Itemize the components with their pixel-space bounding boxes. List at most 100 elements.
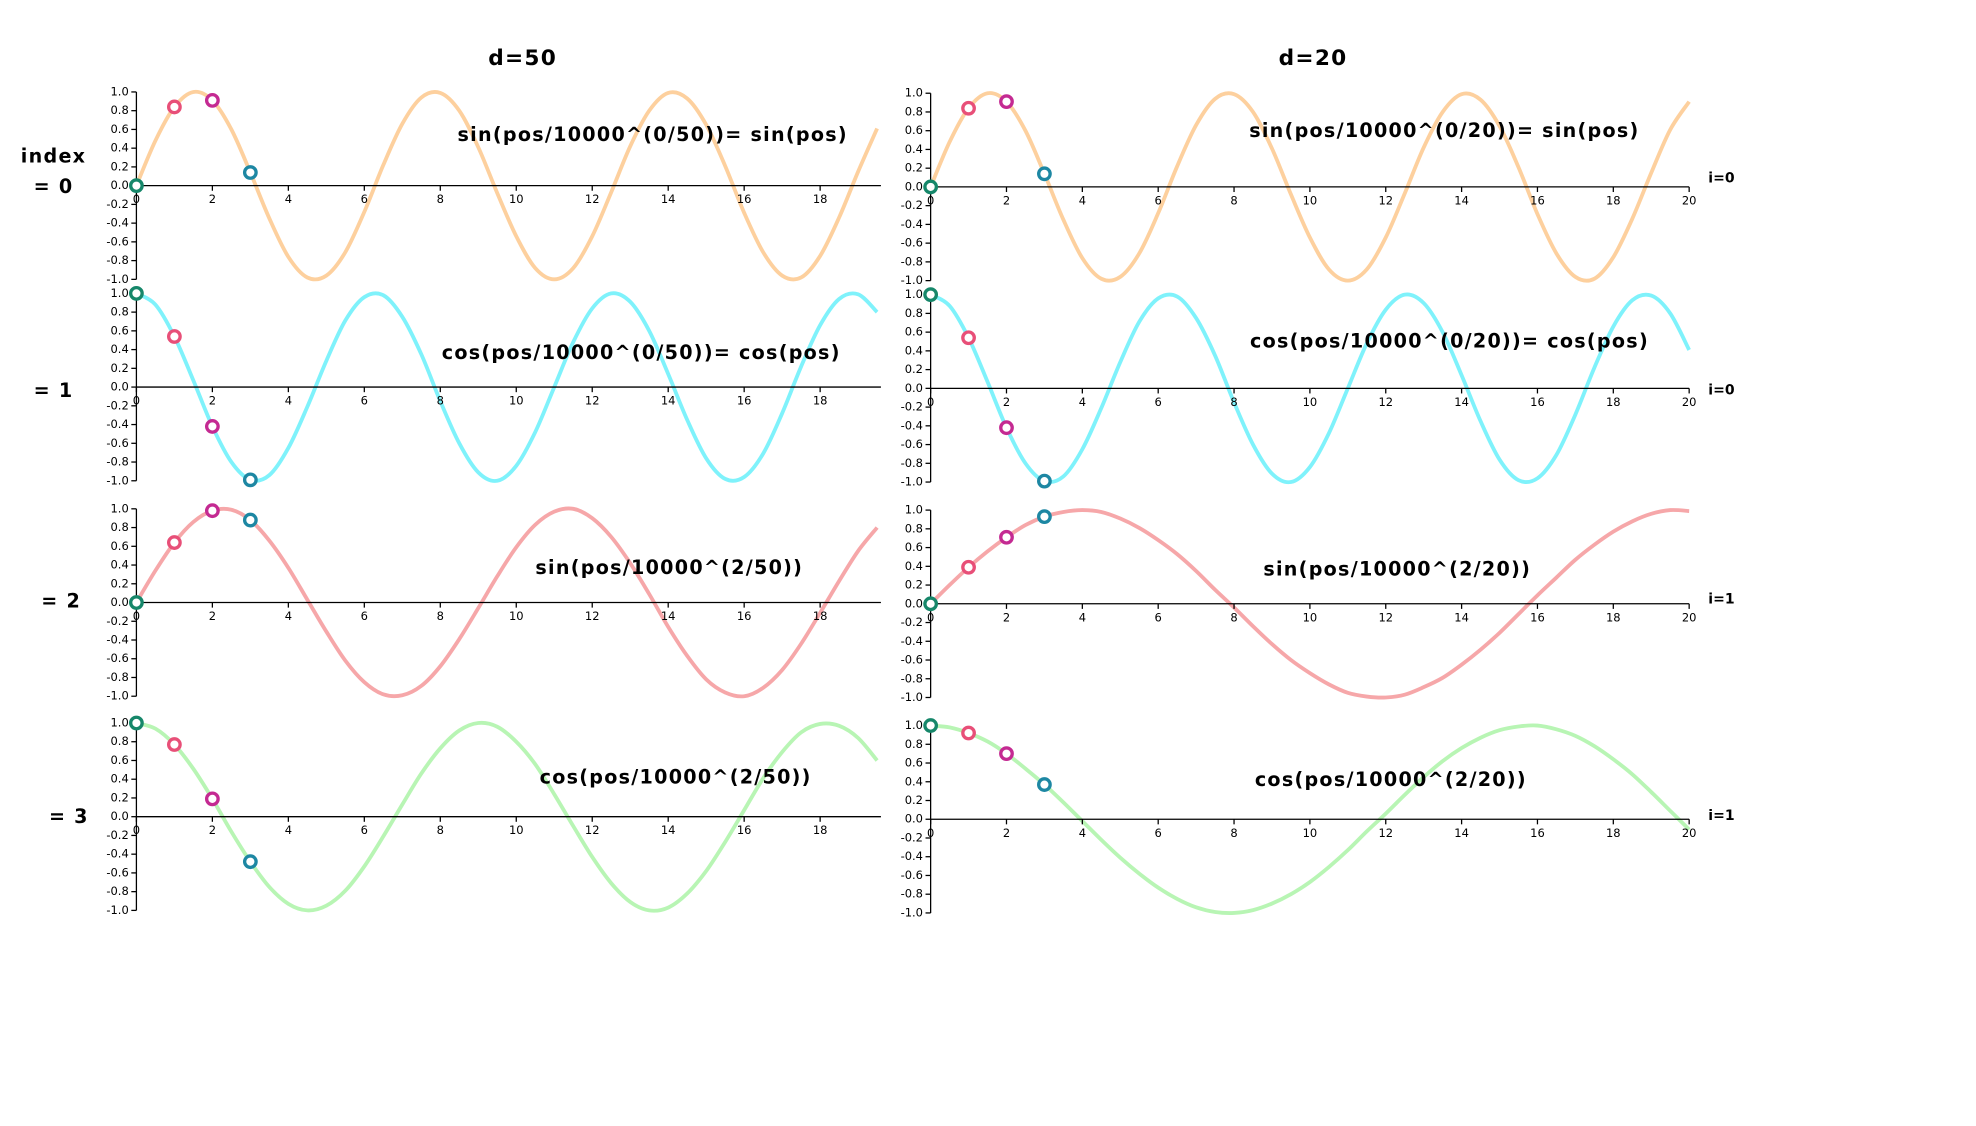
x-tick-label: 20 (1682, 610, 1697, 624)
point-marker (242, 165, 258, 180)
x-tick-label: 12 (585, 823, 600, 837)
column-title: d=50 (488, 46, 557, 71)
y-tick-label: -0.8 (901, 887, 923, 901)
formula-annotation: cos(pos/10000^(0/50))= cos(pos) (442, 341, 841, 364)
y-tick-label: 0.2 (111, 790, 129, 804)
y-tick-label: 0.2 (111, 576, 129, 590)
formula-annotation: sin(pos/10000^(0/50))= sin(pos) (458, 123, 848, 146)
point-marker (204, 419, 220, 434)
y-tick-label: 1.0 (111, 84, 129, 98)
x-tick-label: 2 (1003, 610, 1010, 624)
point-marker (166, 99, 182, 115)
y-tick-label: 0.4 (905, 343, 923, 357)
y-tick-label: -0.4 (901, 217, 923, 231)
point-marker (129, 715, 144, 731)
point-marker (204, 791, 220, 807)
y-tick-label: 1.0 (111, 715, 129, 729)
x-tick-label: 20 (1682, 826, 1697, 840)
x-tick-label: 10 (1303, 826, 1318, 840)
y-tick-label: 0.6 (111, 753, 129, 767)
curve (928, 91, 1691, 283)
point-marker (1037, 509, 1052, 525)
point-marker (923, 287, 939, 303)
point-marker (961, 725, 976, 741)
x-tick-label: 6 (1155, 193, 1162, 207)
x-tick-label: 14 (1454, 826, 1469, 840)
y-tick-label: -0.2 (106, 197, 128, 211)
y-tick-label: -0.2 (901, 615, 923, 629)
x-tick-label: 2 (1003, 826, 1010, 840)
y-tick-label: 0.6 (111, 122, 129, 136)
y-tick-label: 0.4 (111, 558, 129, 572)
y-tick-label: 0.6 (111, 323, 129, 337)
row-label: = 3 (49, 805, 89, 828)
x-tick-label: 16 (737, 609, 752, 623)
y-tick-label: -1.0 (901, 273, 923, 287)
x-tick-label: 0 (927, 193, 934, 207)
x-tick-label: 0 (927, 395, 934, 409)
y-tick-label: -0.6 (901, 437, 923, 451)
x-tick-label: 10 (1303, 610, 1318, 624)
x-tick-label: 18 (813, 823, 828, 837)
point-marker (999, 420, 1014, 436)
y-tick-label: -0.2 (106, 614, 128, 628)
x-tick-label: 18 (1606, 610, 1621, 624)
point-marker (129, 285, 144, 301)
x-tick-label: 2 (209, 394, 216, 408)
x-tick-label: 8 (1230, 193, 1237, 207)
point-marker (129, 595, 144, 610)
formula-annotation: cos(pos/10000^(2/20)) (1255, 768, 1527, 791)
curve (930, 723, 1691, 915)
curve (135, 720, 879, 913)
x-tick-label: 2 (209, 192, 216, 206)
x-tick-label: 0 (133, 823, 140, 837)
point-marker (1037, 777, 1052, 792)
y-tick-label: 0.8 (111, 103, 129, 117)
y-tick-label: -0.2 (901, 400, 923, 414)
y-tick-label: -0.8 (106, 455, 128, 469)
y-tick-label: 0.2 (111, 159, 129, 173)
y-tick-label: -0.6 (901, 236, 923, 250)
x-tick-label: 12 (585, 192, 600, 206)
y-tick-label: 0.2 (905, 362, 923, 376)
y-tick-label: 0.0 (905, 596, 923, 610)
curve (929, 508, 1690, 700)
y-tick-label: 0.2 (111, 361, 129, 375)
point-marker (923, 718, 939, 733)
x-tick-label: 14 (661, 823, 676, 837)
y-tick-label: 0.6 (905, 756, 923, 770)
x-tick-label: 6 (361, 394, 368, 408)
y-tick-label: -0.4 (106, 216, 128, 230)
x-tick-label: 0 (133, 192, 140, 206)
x-tick-label: 16 (737, 394, 752, 408)
point-marker (166, 535, 182, 550)
x-tick-label: 4 (285, 609, 292, 623)
x-tick-label: 4 (1079, 826, 1086, 840)
x-tick-label: 0 (927, 610, 934, 624)
x-tick-label: 8 (437, 823, 444, 837)
x-tick-label: 18 (813, 394, 828, 408)
y-tick-label: 0.6 (111, 539, 129, 553)
x-tick-label: 12 (1378, 610, 1393, 624)
x-tick-label: 2 (1003, 395, 1010, 409)
i-label: i=0 (1708, 382, 1735, 398)
y-tick-label: 0.0 (111, 380, 129, 394)
y-tick-label: -1.0 (106, 903, 128, 917)
row-label: = 0 (34, 175, 74, 198)
y-tick-label: -0.8 (901, 456, 923, 470)
row-label: = 2 (41, 589, 81, 612)
point-marker (961, 330, 976, 346)
y-tick-label: -1.0 (901, 475, 923, 489)
x-tick-label: 0 (927, 826, 934, 840)
point-marker (999, 529, 1014, 545)
x-tick-label: 8 (1230, 610, 1237, 624)
x-tick-label: 12 (1378, 395, 1393, 409)
curve (134, 89, 879, 282)
y-tick-label: -0.2 (901, 198, 923, 212)
x-tick-label: 14 (661, 192, 676, 206)
y-tick-label: -1.0 (106, 689, 128, 703)
y-tick-label: -0.8 (106, 884, 128, 898)
y-tick-label: 0.4 (111, 141, 129, 155)
y-tick-label: 0.6 (905, 123, 923, 137)
